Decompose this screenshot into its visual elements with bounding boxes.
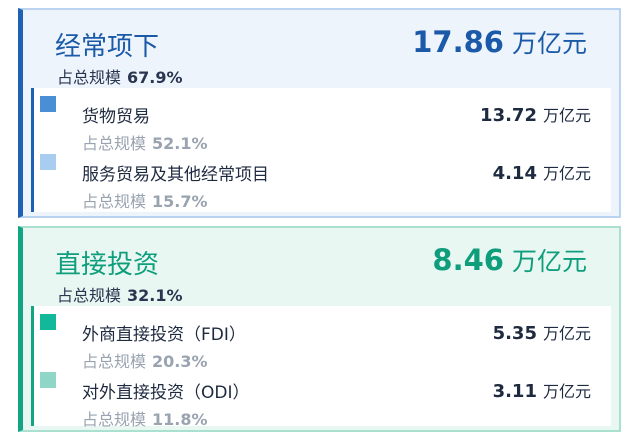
item-share: 占总规模 20.3% (82, 348, 208, 372)
legend-square (40, 154, 56, 170)
share-value: 15.7% (152, 192, 208, 211)
share-label: 占总规模 (82, 134, 147, 153)
item-value: 4.14 (492, 163, 537, 184)
legend-square (40, 96, 56, 112)
share-label: 占总规模 (82, 352, 147, 371)
panel-share: 占总规模 67.9% (57, 64, 183, 88)
item-share: 占总规模 11.8% (82, 406, 208, 430)
panel-total: 17.86 万亿元 (412, 24, 587, 60)
legend-square (40, 372, 56, 388)
item-total: 3.11 万亿元 (493, 378, 591, 402)
panel: 直接投资 8.46 万亿元 占总规模 32.1% 外商直接投资（FDI） 5.35 万亿元 占总… (18, 226, 621, 432)
panel-title: 经常项下 (55, 32, 160, 62)
total-value: 17.86 (412, 25, 504, 59)
item: 服务贸易及其他经常项目 4.14 万亿元占总规模 15.7% (34, 152, 611, 212)
share-value: 20.3% (152, 352, 208, 371)
panel-total: 8.46 万亿元 (432, 242, 587, 278)
share-value: 67.9% (127, 68, 183, 87)
item-name: 服务贸易及其他经常项目 (82, 165, 269, 185)
item-unit: 万亿元 (542, 324, 591, 343)
item: 对外直接投资（ODI） 3.11 万亿元占总规模 11.8% (34, 370, 611, 430)
legend-square (40, 314, 56, 330)
share-label: 占总规模 (57, 68, 122, 87)
panel-share: 占总规模 32.1% (57, 282, 183, 306)
share-label: 占总规模 (57, 286, 122, 305)
item-unit: 万亿元 (542, 164, 591, 183)
share-value: 32.1% (127, 286, 183, 305)
panel: 经常项下 17.86 万亿元 占总规模 67.9% 货物贸易 13.72 万亿元 占总规模 52.… (18, 8, 621, 218)
total-unit: 万亿元 (511, 29, 587, 58)
share-value: 11.8% (152, 410, 208, 429)
item-unit: 万亿元 (542, 106, 591, 125)
item: 外商直接投资（FDI） 5.35 万亿元占总规模 20.3% (34, 312, 611, 372)
item-value: 13.72 (480, 105, 537, 126)
item-total: 4.14 万亿元 (493, 160, 591, 184)
item-name: 货物贸易 (82, 107, 150, 127)
item-list: 货物贸易 13.72 万亿元 占总规模 52.1% 服务贸易及其他经常项目 4.14 万亿元占… (31, 88, 611, 212)
share-label: 占总规模 (82, 192, 147, 211)
item-value: 5.35 (492, 323, 537, 344)
share-value: 52.1% (152, 134, 208, 153)
total-value: 8.46 (432, 243, 504, 277)
panel-title: 直接投资 (55, 250, 160, 280)
item-total: 5.35 万亿元 (493, 320, 591, 344)
item-unit: 万亿元 (542, 382, 591, 401)
item-name: 对外直接投资（ODI） (82, 383, 250, 403)
share-label: 占总规模 (82, 410, 147, 429)
item-name: 外商直接投资（FDI） (82, 325, 246, 345)
item-share: 占总规模 52.1% (82, 130, 208, 154)
item-total: 13.72 万亿元 (480, 102, 591, 126)
item: 货物贸易 13.72 万亿元占总规模 52.1% (34, 94, 611, 154)
total-unit: 万亿元 (511, 247, 587, 276)
item-value: 3.11 (492, 381, 537, 402)
item-list: 外商直接投资（FDI） 5.35 万亿元 占总规模 20.3% 对外直接投资（ODI） 3.… (31, 306, 611, 429)
item-share: 占总规模 15.7% (82, 188, 208, 212)
